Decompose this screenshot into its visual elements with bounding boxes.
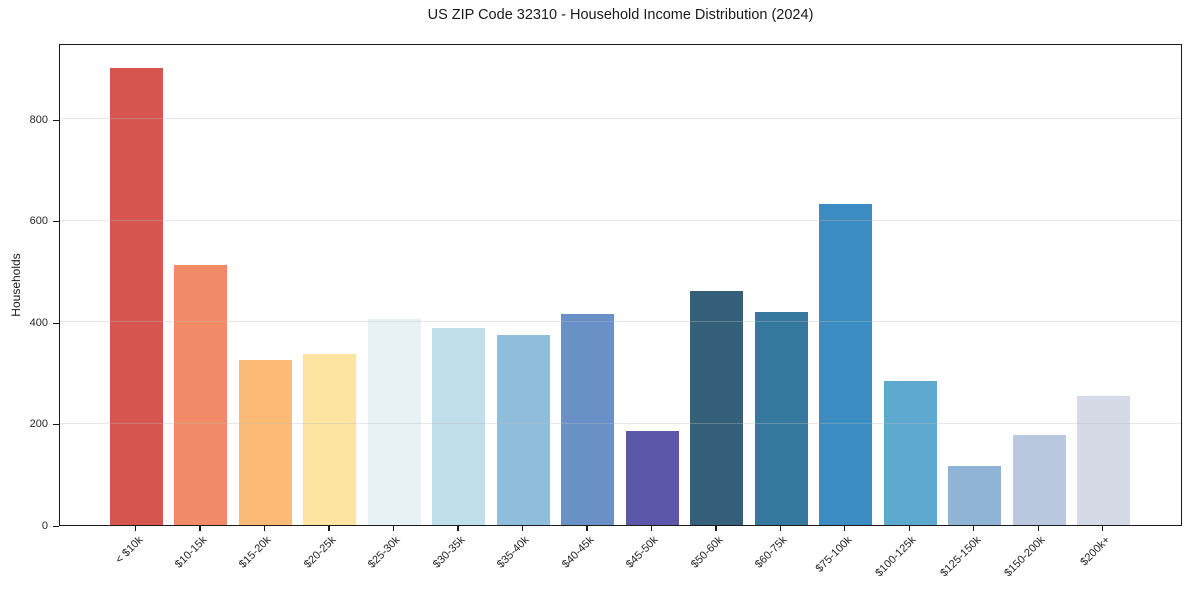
- bar-$10-15k: [174, 265, 228, 525]
- x-tick-mark: [1102, 526, 1104, 531]
- x-tick-mark: [650, 526, 653, 531]
- bar-$20-25k: [303, 353, 357, 525]
- x-tick-mark: [973, 526, 975, 531]
- y-tick-label: 200: [29, 418, 48, 431]
- bar-$15-20k: [238, 360, 292, 525]
- y-tick-mark: [53, 119, 59, 121]
- y-tick-label: 400: [29, 316, 48, 329]
- bar-$75-100k: [819, 203, 873, 525]
- y-tick-label: 600: [29, 215, 48, 228]
- x-tick-mark: [457, 526, 459, 531]
- bar-$35-40k: [496, 334, 550, 525]
- x-tick-mark: [715, 526, 717, 531]
- x-tick-mark: [521, 526, 524, 531]
- gridline-200: [60, 422, 1181, 424]
- bar-$100-125k: [883, 381, 937, 525]
- chart-title: US ZIP Code 32310 - Household Income Dis…: [427, 7, 814, 23]
- gridline-400: [60, 321, 1181, 323]
- y-tick-mark: [53, 424, 59, 426]
- bar-$150-200k: [1012, 435, 1066, 525]
- gridline-600: [60, 219, 1181, 221]
- bar-$40-45k: [561, 314, 615, 525]
- x-tick-mark: [199, 526, 201, 531]
- bar-$60-75k: [754, 311, 808, 525]
- x-tick-mark: [1037, 526, 1039, 531]
- x-tick-mark: [263, 526, 266, 531]
- plot-area: [59, 44, 1182, 526]
- bar-$25-30k: [367, 319, 421, 525]
- y-tick-mark: [53, 322, 59, 324]
- y-tick-mark: [53, 525, 59, 527]
- gridline-800: [60, 118, 1181, 120]
- x-tick-mark: [586, 526, 588, 531]
- y-tick-label: 0: [41, 519, 48, 532]
- x-tick-mark: [908, 526, 910, 531]
- bar-$200k+: [1077, 396, 1131, 525]
- y-tick-label: 800: [29, 113, 48, 126]
- x-tick-mark: [135, 526, 137, 531]
- x-tick-mark: [392, 526, 395, 531]
- x-tick-label: < $10k: [112, 534, 145, 567]
- bar-$125-150k: [948, 466, 1002, 525]
- bar-$50-60k: [690, 290, 744, 525]
- x-tick-mark: [328, 526, 330, 531]
- bar-$45-50k: [625, 431, 679, 525]
- y-axis-label: Households: [9, 253, 23, 317]
- bar-$30-35k: [432, 328, 486, 525]
- bar-< $10k: [110, 68, 163, 525]
- y-tick-mark: [53, 221, 59, 223]
- x-tick-mark: [844, 526, 846, 531]
- x-tick-mark: [779, 526, 781, 531]
